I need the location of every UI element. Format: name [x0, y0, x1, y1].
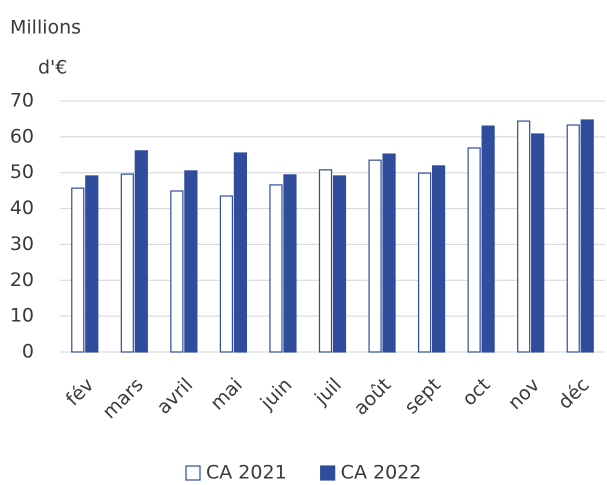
x-tick-label: oct	[458, 374, 494, 410]
bar	[531, 133, 545, 353]
x-tick-label: fév	[62, 374, 99, 411]
bar	[517, 120, 531, 353]
x-tick-label: avril	[153, 374, 198, 419]
y-tick-label: 30	[10, 233, 34, 255]
bar	[269, 184, 283, 353]
bar	[382, 153, 396, 353]
x-tick-label: juil	[310, 374, 346, 410]
bar	[170, 190, 184, 353]
y-tick-label: 70	[10, 90, 34, 112]
y-tick-label: 40	[10, 197, 34, 219]
x-tick-label: sept	[400, 374, 445, 419]
bar	[219, 195, 234, 353]
bar	[283, 174, 297, 353]
bar	[580, 119, 594, 353]
x-tick-label: mai	[206, 374, 247, 415]
legend-label: CA 2022	[341, 462, 422, 484]
y-tick-label: 50	[10, 161, 34, 183]
y-tick-label: 20	[10, 269, 34, 291]
x-tick-label: déc	[554, 374, 594, 414]
bar	[417, 172, 432, 353]
x-tick-label: mars	[98, 374, 147, 423]
bar	[566, 124, 580, 353]
bar	[368, 159, 382, 353]
bar	[85, 175, 99, 353]
y-axis-label: d'€	[38, 57, 67, 79]
bar	[134, 150, 148, 353]
bar	[431, 165, 446, 353]
legend-label: CA 2021	[206, 462, 287, 484]
bar	[71, 187, 85, 353]
legend-swatch	[320, 465, 336, 481]
x-tick-label: nov	[504, 374, 544, 414]
x-tick-label: août	[350, 374, 396, 420]
x-tick-label: juin	[256, 374, 297, 415]
y-tick-label: 60	[10, 125, 34, 147]
y-tick-label: 10	[10, 305, 34, 327]
y-tick-label: 0	[22, 341, 34, 363]
bar	[184, 170, 198, 353]
bar	[318, 169, 333, 353]
bar	[120, 173, 134, 353]
bar	[467, 147, 481, 353]
bar	[481, 125, 495, 353]
bar	[233, 152, 248, 353]
y-axis-label: Millions	[10, 17, 81, 39]
bar	[332, 175, 347, 353]
legend-swatch	[185, 465, 201, 481]
